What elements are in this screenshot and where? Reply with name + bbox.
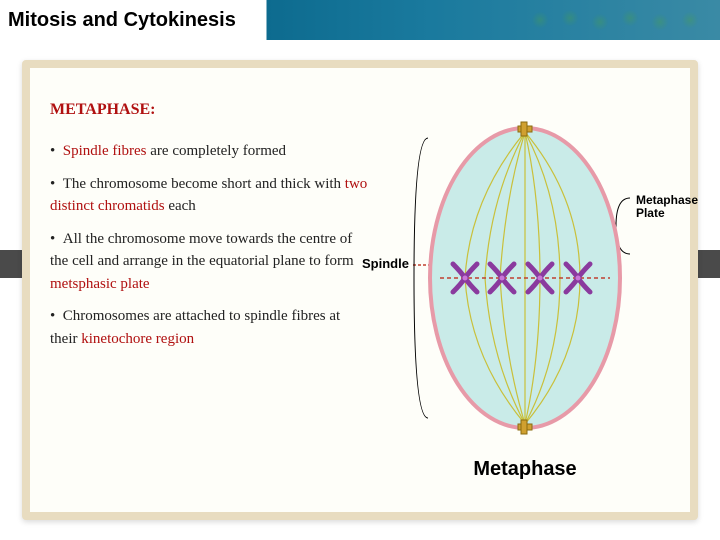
bullet-1-mid: are completely formed	[147, 143, 287, 159]
section-title: METAPHASE:	[50, 98, 370, 122]
text-column: METAPHASE: • Spindle fibres are complete…	[50, 98, 370, 502]
bullet-3: • All the chromosome move towards the ce…	[50, 228, 370, 296]
label-plate-l2: Plate	[636, 206, 665, 220]
bullet-2-mid: each	[165, 198, 196, 214]
bullet-1: • Spindle fibres are completely formed	[50, 140, 370, 163]
content-frame: METAPHASE: • Spindle fibres are complete…	[22, 60, 698, 520]
diagram-caption: Metaphase	[370, 458, 680, 481]
label-spindle-text: Spindle	[362, 256, 409, 271]
label-plate-l1: Metaphase	[636, 193, 698, 207]
bullet-4: • Chromosomes are attached to spindle fi…	[50, 305, 370, 350]
bullet-1-red: Spindle fibres	[63, 143, 147, 159]
header-bar: Mitosis and Cytokinesis	[0, 0, 720, 40]
bullet-4-red: kinetochore region	[81, 331, 194, 347]
bullet-3-pre: All the chromosome move towards the cent…	[50, 231, 354, 270]
label-metaphase-plate: Metaphase Plate	[636, 194, 698, 220]
header-decor-cells	[520, 0, 720, 40]
page-title: Mitosis and Cytokinesis	[8, 9, 236, 32]
bullet-2-pre: The chromosome become short and thick wi…	[63, 176, 345, 192]
diagram-column: Spindle Metaphase Plate	[370, 98, 680, 502]
bracket-left	[414, 138, 428, 418]
bullet-2: • The chromosome become short and thick …	[50, 173, 370, 218]
bullet-3-red: metsphasic plate	[50, 276, 150, 292]
content-inner: METAPHASE: • Spindle fibres are complete…	[30, 68, 690, 512]
cell-diagram	[410, 108, 640, 448]
